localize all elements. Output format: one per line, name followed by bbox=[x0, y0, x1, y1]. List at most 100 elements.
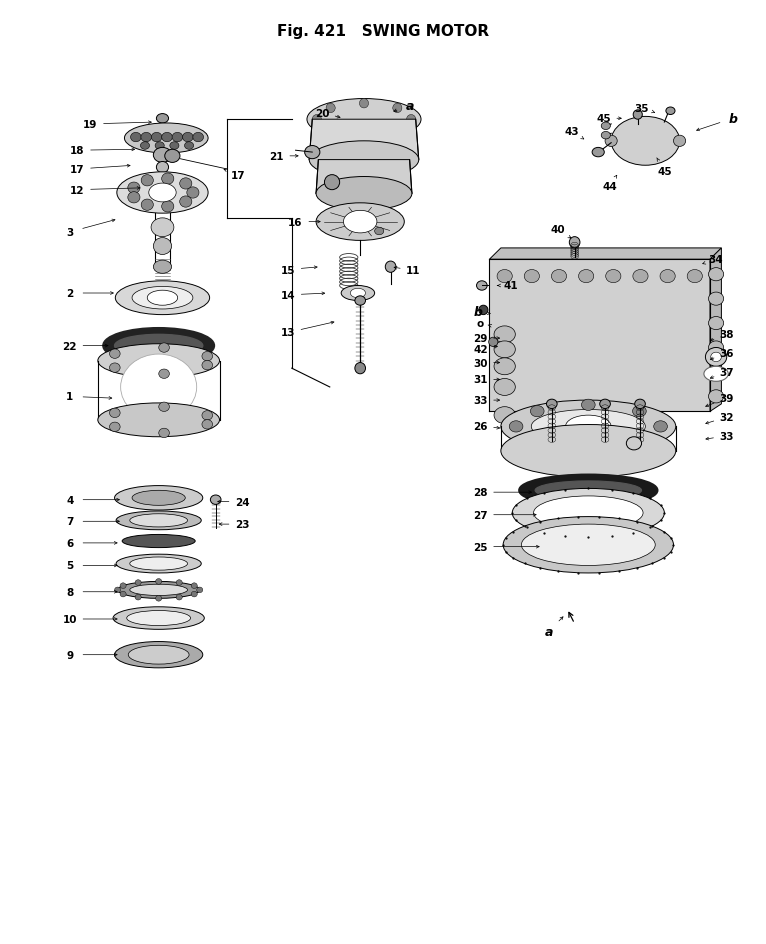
Ellipse shape bbox=[129, 514, 188, 528]
Ellipse shape bbox=[98, 345, 220, 379]
Ellipse shape bbox=[393, 104, 402, 113]
Text: 17: 17 bbox=[70, 165, 84, 175]
Ellipse shape bbox=[307, 99, 421, 141]
Ellipse shape bbox=[627, 437, 642, 450]
Ellipse shape bbox=[666, 108, 675, 115]
Ellipse shape bbox=[635, 399, 645, 409]
Ellipse shape bbox=[116, 554, 201, 573]
Ellipse shape bbox=[104, 329, 214, 363]
Ellipse shape bbox=[110, 363, 120, 373]
Ellipse shape bbox=[709, 342, 724, 355]
Text: 45: 45 bbox=[657, 167, 672, 177]
Ellipse shape bbox=[407, 115, 416, 125]
Ellipse shape bbox=[115, 642, 203, 668]
Ellipse shape bbox=[601, 123, 611, 130]
Ellipse shape bbox=[176, 581, 182, 585]
Ellipse shape bbox=[704, 367, 728, 382]
Ellipse shape bbox=[605, 136, 617, 147]
Ellipse shape bbox=[600, 399, 611, 409]
Ellipse shape bbox=[192, 583, 198, 589]
Text: 15: 15 bbox=[280, 265, 295, 276]
Ellipse shape bbox=[565, 415, 611, 438]
Ellipse shape bbox=[509, 421, 523, 432]
Ellipse shape bbox=[359, 131, 368, 141]
Ellipse shape bbox=[375, 228, 384, 235]
Ellipse shape bbox=[170, 143, 179, 150]
Ellipse shape bbox=[176, 595, 182, 600]
Ellipse shape bbox=[633, 270, 648, 283]
Ellipse shape bbox=[130, 133, 141, 143]
Text: 27: 27 bbox=[473, 510, 488, 520]
Ellipse shape bbox=[355, 363, 365, 375]
Polygon shape bbox=[710, 248, 722, 412]
Ellipse shape bbox=[530, 436, 544, 447]
Ellipse shape bbox=[316, 177, 412, 211]
Text: 13: 13 bbox=[280, 329, 295, 338]
Ellipse shape bbox=[172, 133, 183, 143]
Text: 7: 7 bbox=[66, 516, 74, 527]
Ellipse shape bbox=[159, 344, 169, 353]
Ellipse shape bbox=[578, 270, 594, 283]
Ellipse shape bbox=[660, 270, 675, 283]
Ellipse shape bbox=[552, 270, 567, 283]
Ellipse shape bbox=[180, 178, 192, 190]
Ellipse shape bbox=[153, 148, 172, 163]
Text: 28: 28 bbox=[473, 488, 488, 497]
Ellipse shape bbox=[156, 114, 169, 124]
Ellipse shape bbox=[120, 583, 126, 589]
Ellipse shape bbox=[159, 403, 169, 412]
Ellipse shape bbox=[341, 286, 375, 301]
Ellipse shape bbox=[309, 142, 419, 179]
Text: 20: 20 bbox=[315, 109, 329, 119]
Text: 37: 37 bbox=[719, 367, 734, 378]
Ellipse shape bbox=[709, 391, 724, 403]
Ellipse shape bbox=[673, 136, 686, 147]
Ellipse shape bbox=[476, 281, 487, 291]
Text: a: a bbox=[405, 99, 414, 112]
Polygon shape bbox=[316, 160, 412, 194]
Text: 19: 19 bbox=[83, 120, 97, 129]
Ellipse shape bbox=[135, 595, 141, 600]
Ellipse shape bbox=[494, 407, 516, 424]
Ellipse shape bbox=[151, 219, 174, 237]
Text: 39: 39 bbox=[719, 394, 734, 404]
Text: 32: 32 bbox=[719, 413, 734, 423]
Ellipse shape bbox=[197, 587, 203, 593]
Text: 12: 12 bbox=[70, 185, 84, 195]
Text: 38: 38 bbox=[719, 330, 734, 340]
Ellipse shape bbox=[305, 146, 320, 160]
Ellipse shape bbox=[165, 150, 180, 163]
Ellipse shape bbox=[159, 429, 169, 438]
Ellipse shape bbox=[117, 173, 208, 214]
Ellipse shape bbox=[141, 176, 153, 187]
Text: 33: 33 bbox=[719, 431, 734, 442]
Ellipse shape bbox=[159, 370, 169, 379]
Ellipse shape bbox=[121, 355, 197, 420]
Ellipse shape bbox=[155, 143, 164, 150]
Ellipse shape bbox=[115, 335, 203, 358]
Ellipse shape bbox=[126, 611, 191, 626]
Ellipse shape bbox=[147, 291, 178, 306]
Text: 4: 4 bbox=[66, 496, 74, 505]
Ellipse shape bbox=[155, 596, 162, 601]
Ellipse shape bbox=[709, 268, 724, 281]
Ellipse shape bbox=[520, 476, 656, 506]
Ellipse shape bbox=[132, 491, 185, 506]
Ellipse shape bbox=[141, 200, 153, 211]
Ellipse shape bbox=[128, 183, 140, 194]
Ellipse shape bbox=[187, 188, 199, 199]
Ellipse shape bbox=[129, 584, 188, 596]
Ellipse shape bbox=[185, 143, 194, 150]
Ellipse shape bbox=[350, 289, 365, 298]
Ellipse shape bbox=[494, 342, 516, 359]
Ellipse shape bbox=[98, 403, 220, 437]
Ellipse shape bbox=[512, 489, 664, 538]
Text: a: a bbox=[545, 625, 553, 638]
Ellipse shape bbox=[128, 193, 140, 204]
Ellipse shape bbox=[202, 412, 213, 421]
Ellipse shape bbox=[489, 338, 498, 347]
Ellipse shape bbox=[501, 400, 676, 453]
Ellipse shape bbox=[705, 348, 727, 367]
Ellipse shape bbox=[141, 133, 152, 143]
Text: 23: 23 bbox=[235, 519, 250, 530]
